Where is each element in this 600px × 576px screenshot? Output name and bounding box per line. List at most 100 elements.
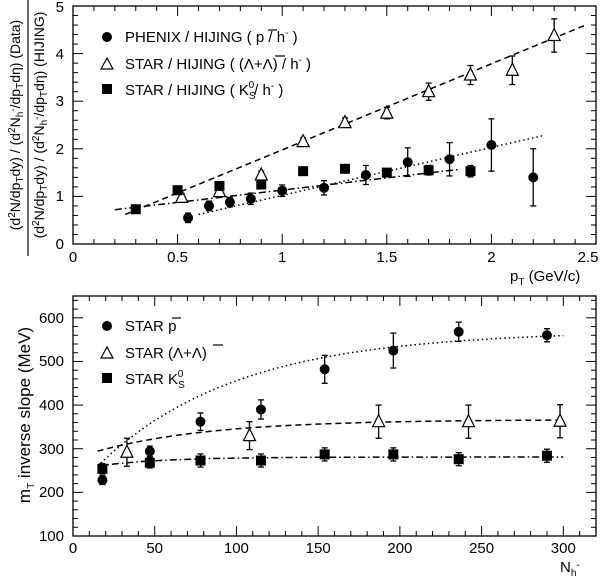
legend-entry-star-pbar: STAR p — [125, 318, 176, 335]
top-xtick-label: 1.5 — [376, 249, 397, 266]
data-point-circle — [319, 182, 330, 193]
data-point-circle — [224, 197, 235, 208]
top-xtick-label: 0 — [69, 249, 77, 266]
data-point-triangle — [119, 443, 134, 458]
bottom-fit-lines — [96, 334, 564, 467]
top-ticks — [72, 5, 597, 245]
data-point-circle — [541, 330, 552, 341]
data-point-square — [319, 449, 330, 460]
data-point-square — [453, 454, 464, 465]
top-fit-lines — [114, 24, 586, 216]
legend-marker-square — [102, 373, 112, 383]
data-point-triangle — [553, 412, 568, 427]
fit-line-dashed — [97, 419, 564, 452]
data-point-square — [255, 455, 266, 466]
data-point-circle — [453, 326, 464, 337]
top-xtick-label: 2 — [487, 249, 495, 266]
data-point-triangle — [379, 104, 394, 119]
bottom-xtick-label: 250 — [469, 540, 494, 557]
top-ytick-label: 3 — [56, 93, 64, 110]
legend-marker-triangle — [99, 56, 115, 70]
data-point-circle — [360, 169, 371, 180]
bottom-x-axis-label: Nh- — [560, 559, 580, 576]
data-point-circle — [388, 345, 399, 356]
top-ytick-label: 0 — [56, 236, 64, 253]
svg-text:(d2N/dpTdy) / (d2Nh-/dpTdη) (D: (d2N/dpTdy) / (d2Nh-/dpTdη) (Data) — [7, 20, 26, 230]
data-point-triangle — [371, 413, 386, 428]
data-point-square — [381, 167, 392, 178]
data-point-circle — [319, 364, 330, 375]
legend-entry-star-lambda: STAR (Λ+Λ) — [125, 345, 207, 362]
bottom-ytick-label: 600 — [39, 310, 64, 327]
data-point-square — [423, 165, 434, 176]
data-point-triangle — [547, 27, 562, 42]
bottom-ytick-label: 500 — [39, 353, 64, 370]
bottom-xtick-label: 150 — [306, 540, 331, 557]
data-point-circle — [203, 200, 214, 211]
data-point-square — [298, 166, 309, 177]
data-point-circle — [97, 475, 108, 486]
top-xtick-label: 0.5 — [167, 249, 188, 266]
data-point-square — [144, 457, 155, 468]
data-point-triangle — [174, 189, 189, 203]
top-ytick-label: 4 — [56, 46, 64, 63]
top-x-axis-label: pT (GeV/c) — [510, 268, 580, 288]
legend-entry-star-k0s: STAR / HIJING ( KS0/ h- ) — [125, 80, 283, 102]
data-point-circle — [183, 212, 194, 223]
data-point-square — [339, 163, 350, 174]
data-point-circle — [195, 416, 206, 427]
data-point-triangle — [463, 66, 478, 81]
data-point-triangle — [254, 166, 269, 181]
bottom-xtick-label: 0 — [69, 540, 77, 557]
legend-marker-triangle — [99, 345, 115, 359]
data-point-square — [465, 166, 476, 177]
bottom-ytick-label: 300 — [39, 441, 64, 458]
data-point-circle — [255, 404, 266, 415]
bottom-legend: STAR p STAR (Λ+Λ) STAR KS0 — [99, 317, 223, 391]
svg-text:(d2N/dpTdy) / (d2Nh-/dpTdη) (H: (d2N/dpTdy) / (d2Nh-/dpTdη) (HIJING) — [31, 12, 50, 239]
bottom-data-points — [97, 321, 568, 486]
bottom-panel: 0 50 100 150 200 250 300 100 200 300 400… — [15, 295, 597, 576]
data-point-circle — [444, 154, 455, 165]
legend-entry-star-k0s: STAR KS0 — [125, 369, 185, 391]
data-point-square — [388, 449, 399, 460]
legend-marker-circle — [102, 321, 112, 331]
top-ytick-label: 1 — [56, 188, 64, 205]
data-point-circle — [245, 193, 256, 204]
data-point-square — [256, 179, 267, 190]
legend-marker-circle — [102, 32, 112, 42]
data-point-square — [172, 185, 183, 196]
legend-entry-phenix: PHENIX / HIJING ( p / h- ) — [125, 28, 298, 46]
top-ytick-label: 2 — [56, 141, 64, 158]
data-point-square — [130, 204, 141, 215]
legend-entry-star-lambda: STAR / HIJING ( (Λ+Λ) / h- ) — [125, 55, 311, 73]
data-point-triangle — [242, 427, 257, 442]
data-point-triangle — [505, 61, 520, 76]
data-point-circle — [402, 157, 413, 168]
top-plot-frame — [72, 5, 597, 245]
top-legend: PHENIX / HIJING ( p / h- ) STAR / HIJING… — [99, 28, 311, 102]
bottom-ytick-label: 100 — [39, 528, 64, 545]
data-point-triangle — [421, 83, 436, 98]
top-data-points — [130, 18, 562, 224]
top-panel: 0 0.5 1 1.5 2 2.5 0 1 2 3 4 5 pT (GeV/c)… — [7, 0, 598, 288]
data-point-triangle — [461, 413, 476, 428]
data-point-circle — [277, 185, 288, 196]
legend-marker-square — [102, 84, 112, 94]
data-point-circle — [528, 172, 539, 183]
data-point-circle — [144, 446, 155, 457]
data-point-square — [97, 463, 108, 474]
bottom-xtick-label: 200 — [387, 540, 412, 557]
data-point-square — [541, 450, 552, 461]
bottom-xtick-label: 50 — [146, 540, 163, 557]
fit-line-dashdot — [97, 456, 564, 467]
data-point-circle — [486, 139, 497, 150]
top-xtick-label: 2.5 — [578, 249, 599, 266]
fit-line-dashed — [125, 24, 586, 216]
bottom-ytick-label: 200 — [39, 484, 64, 501]
top-ytick-label: 5 — [56, 0, 64, 16]
top-xtick-label: 1 — [278, 249, 286, 266]
fit-line-dotted — [198, 134, 544, 216]
bottom-y-axis-label: mT inverse slope (MeV) — [15, 327, 37, 503]
